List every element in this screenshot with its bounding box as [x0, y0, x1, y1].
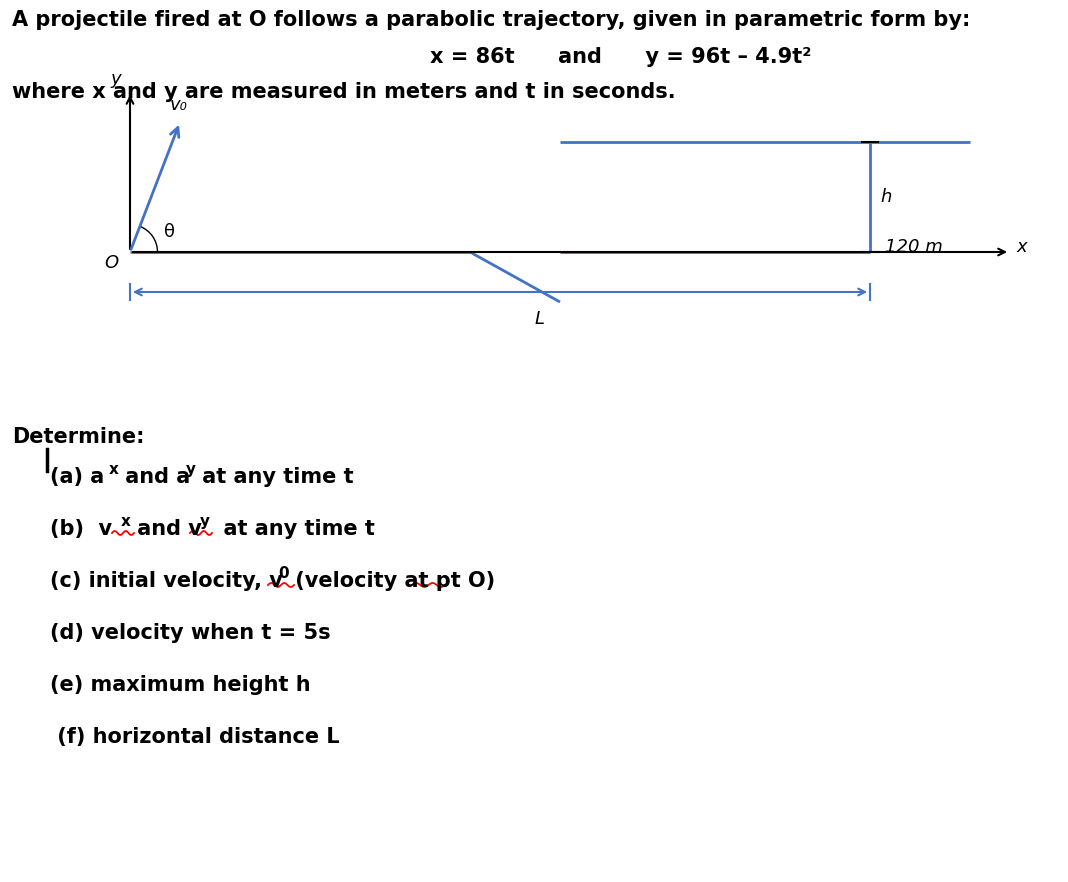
Text: at any time t: at any time t: [209, 519, 375, 539]
Text: L: L: [535, 310, 545, 328]
Text: at any time t: at any time t: [195, 467, 354, 487]
Text: v₀: v₀: [170, 96, 188, 114]
Text: (e) maximum height h: (e) maximum height h: [50, 675, 311, 695]
Text: O: O: [104, 254, 117, 272]
Text: (b)  v: (b) v: [50, 519, 112, 539]
Text: x: x: [109, 462, 119, 477]
Text: (a) a: (a) a: [50, 467, 105, 487]
Text: and a: and a: [117, 467, 190, 487]
Text: y: y: [200, 514, 210, 529]
Text: x: x: [1016, 238, 1026, 256]
Text: (c) initial velocity, v: (c) initial velocity, v: [50, 571, 283, 591]
Text: 120 m: 120 m: [885, 238, 943, 256]
Text: x: x: [121, 514, 131, 529]
Text: y: y: [111, 70, 122, 88]
Text: (velocity at pt O): (velocity at pt O): [288, 571, 496, 591]
Text: where x and y are measured in meters and t in seconds.: where x and y are measured in meters and…: [12, 82, 676, 102]
Text: y: y: [186, 462, 197, 477]
Text: (d) velocity when t = 5s: (d) velocity when t = 5s: [50, 623, 331, 643]
Text: and v: and v: [130, 519, 202, 539]
Text: θ: θ: [164, 223, 175, 241]
Text: 0: 0: [278, 566, 288, 581]
Text: h: h: [880, 188, 892, 206]
Text: A projectile fired at O follows a parabolic trajectory, given in parametric form: A projectile fired at O follows a parabo…: [12, 10, 971, 30]
Text: x = 86t      and      y = 96t – 4.9t²: x = 86t and y = 96t – 4.9t²: [430, 47, 812, 67]
Text: Determine:: Determine:: [12, 427, 144, 447]
Text: (f) horizontal distance L: (f) horizontal distance L: [50, 727, 340, 747]
